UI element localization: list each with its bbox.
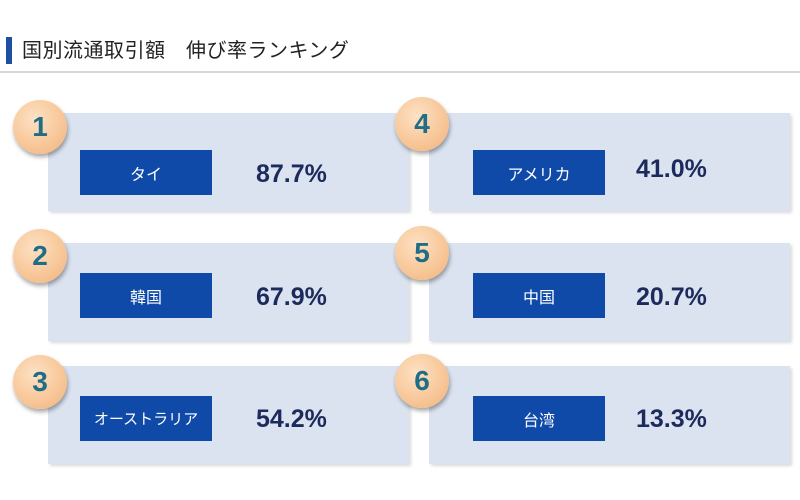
country-label-4: アメリカ [473,150,605,195]
rank-badge-1: 1 [13,100,67,154]
rate-value-2: 67.9% [256,283,327,311]
rank-badge-5: 5 [395,226,449,280]
country-label-5: 中国 [473,273,605,318]
title-accent-bar [6,37,12,64]
country-label-6: 台湾 [473,396,605,441]
title-divider [0,71,800,73]
rate-value-3: 54.2% [256,405,327,433]
rate-value-1: 87.7% [256,160,327,188]
rate-value-4: 41.0% [636,155,707,183]
country-label-3: オーストラリア [80,396,212,441]
rank-badge-2: 2 [13,229,67,283]
rank-badge-6: 6 [395,354,449,408]
country-label-1: タイ [80,150,212,195]
rank-badge-4: 4 [395,97,449,151]
rate-value-6: 13.3% [636,405,707,433]
rate-value-5: 20.7% [636,283,707,311]
page-title: 国別流通取引額 伸び率ランキング [22,38,350,62]
country-label-2: 韓国 [80,273,212,318]
rank-badge-3: 3 [13,355,67,409]
